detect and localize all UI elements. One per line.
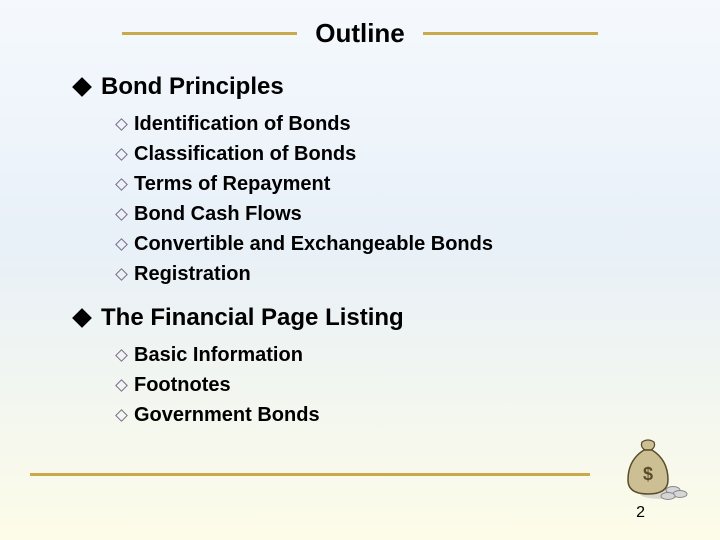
title-row: Outline [0, 0, 720, 59]
slide: Outline Bond Principles Identification o… [0, 0, 720, 540]
section-head: Bond Principles [75, 73, 660, 101]
item-text: Classification of Bonds [134, 141, 356, 168]
content-area: Bond Principles Identification of Bonds … [0, 59, 720, 429]
section-title: The Financial Page Listing [101, 304, 404, 332]
item-text: Basic Information [134, 342, 303, 369]
item-text: Bond Cash Flows [134, 201, 302, 228]
item-text: Footnotes [134, 372, 231, 399]
hollow-diamond-icon [115, 409, 128, 422]
diamond-bullet-icon [72, 308, 92, 328]
item-text: Identification of Bonds [134, 111, 351, 138]
money-bag-icon: $ [610, 432, 690, 502]
hollow-diamond-icon [115, 349, 128, 362]
page-number: 2 [636, 504, 645, 522]
svg-text:$: $ [643, 464, 653, 484]
hollow-diamond-icon [115, 379, 128, 392]
list-item: Footnotes [117, 372, 660, 399]
section-head: The Financial Page Listing [75, 304, 660, 332]
rule-left [122, 32, 297, 35]
section-bond-principles: Bond Principles Identification of Bonds … [75, 73, 660, 288]
hollow-diamond-icon [115, 268, 128, 281]
hollow-diamond-icon [115, 148, 128, 161]
list-item: Convertible and Exchangeable Bonds [117, 231, 660, 258]
hollow-diamond-icon [115, 208, 128, 221]
section-financial-page: The Financial Page Listing Basic Informa… [75, 304, 660, 429]
list-item: Terms of Repayment [117, 171, 660, 198]
list-item: Registration [117, 261, 660, 288]
section-title: Bond Principles [101, 73, 284, 101]
hollow-diamond-icon [115, 238, 128, 251]
rule-right [423, 32, 598, 35]
list-item: Government Bonds [117, 402, 660, 429]
hollow-diamond-icon [115, 178, 128, 191]
list-item: Identification of Bonds [117, 111, 660, 138]
diamond-bullet-icon [72, 77, 92, 97]
list-item: Basic Information [117, 342, 660, 369]
item-text: Government Bonds [134, 402, 320, 429]
section-items: Identification of Bonds Classification o… [75, 111, 660, 288]
slide-title: Outline [315, 18, 405, 49]
section-items: Basic Information Footnotes Government B… [75, 342, 660, 429]
item-text: Terms of Repayment [134, 171, 330, 198]
list-item: Classification of Bonds [117, 141, 660, 168]
item-text: Registration [134, 261, 251, 288]
bottom-rule [30, 473, 590, 476]
hollow-diamond-icon [115, 118, 128, 131]
item-text: Convertible and Exchangeable Bonds [134, 231, 493, 258]
list-item: Bond Cash Flows [117, 201, 660, 228]
